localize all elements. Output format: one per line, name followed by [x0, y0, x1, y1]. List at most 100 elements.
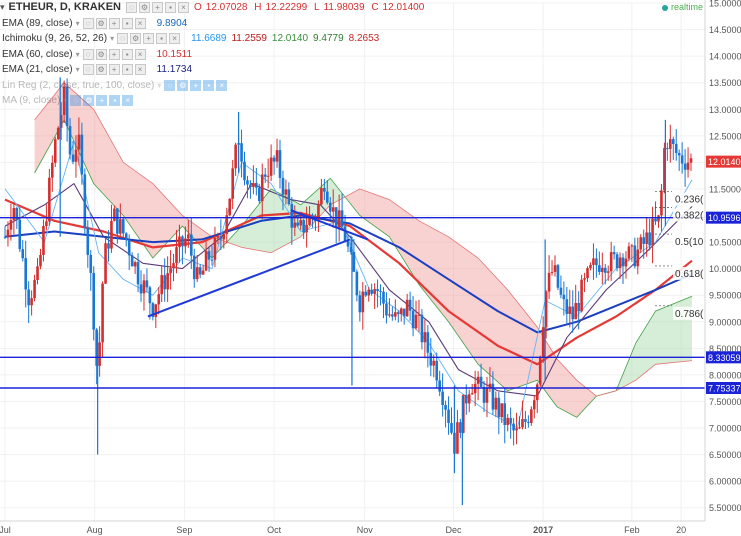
- indicator-row: EMA (21, close) ▾ ◌ ⚙ + ▪ × 11.1734: [0, 62, 560, 78]
- candle-body: [373, 289, 376, 294]
- candle-body: [172, 263, 175, 269]
- candle-body: [42, 225, 45, 255]
- hide-icon[interactable]: ◌: [82, 48, 94, 60]
- candle-body: [243, 161, 246, 181]
- candle-body: [559, 287, 563, 295]
- candle-body: [56, 127, 60, 140]
- candle-body: [148, 287, 152, 304]
- more-icon[interactable]: ▪: [121, 64, 133, 76]
- ichimoku-cloud: [226, 178, 346, 253]
- realtime-label: realtime: [671, 2, 704, 12]
- candle-body: [287, 189, 291, 205]
- fib-label: 0.786(: [675, 309, 704, 320]
- candle-body: [405, 299, 409, 317]
- candle-body: [565, 299, 569, 314]
- candle-body: [198, 267, 202, 275]
- settings-icon[interactable]: ⚙: [83, 95, 95, 107]
- indicator-name[interactable]: Lin Reg (2, close, true, 100, close): [2, 79, 155, 91]
- hide-icon[interactable]: ◌: [125, 2, 137, 14]
- settings-icon[interactable]: ⚙: [177, 79, 189, 91]
- settings-icon[interactable]: ⚙: [138, 2, 150, 14]
- indicator-caret-icon[interactable]: ▾: [63, 96, 68, 106]
- hide-icon[interactable]: ◌: [70, 95, 82, 107]
- indicator-name[interactable]: MA (9, close): [2, 95, 61, 107]
- indicator-name[interactable]: EMA (60, close): [2, 48, 73, 60]
- close-icon[interactable]: ×: [169, 33, 181, 45]
- x-tick-label: Feb: [624, 525, 640, 535]
- hide-icon[interactable]: ◌: [164, 79, 176, 91]
- more-icon[interactable]: ▪: [203, 79, 215, 91]
- symbol-label[interactable]: ETHEUR, D, KRAKEN: [8, 1, 121, 14]
- open-label: O: [193, 2, 202, 14]
- candle-body: [77, 134, 81, 150]
- candle-body: [74, 149, 78, 162]
- level-price-tag: 10.9596: [708, 213, 741, 223]
- hide-icon[interactable]: ◌: [117, 33, 129, 45]
- indicator-caret-icon[interactable]: ▾: [75, 49, 80, 59]
- candle-body: [432, 360, 436, 366]
- more-icon[interactable]: ▪: [121, 48, 133, 60]
- add-icon[interactable]: +: [190, 79, 202, 91]
- indicator-name[interactable]: EMA (89, close): [2, 17, 73, 29]
- hide-icon[interactable]: ◌: [82, 17, 94, 29]
- more-icon[interactable]: ▪: [156, 33, 168, 45]
- candle-body: [633, 245, 637, 267]
- candle-body: [323, 187, 326, 192]
- add-icon[interactable]: +: [143, 33, 155, 45]
- level-price-tag-bg: [706, 211, 741, 224]
- candle-body: [689, 158, 693, 163]
- candle-body: [355, 271, 359, 296]
- indicator-action-buttons: ◌ ⚙ + ▪ ×: [117, 33, 182, 45]
- settings-icon[interactable]: ⚙: [95, 17, 107, 29]
- close-icon[interactable]: ×: [177, 2, 189, 14]
- candle-body: [441, 391, 444, 406]
- indicator-name[interactable]: Ichimoku (9, 26, 52, 26): [2, 33, 108, 45]
- add-icon[interactable]: +: [108, 48, 120, 60]
- symbol-arrow-icon[interactable]: ▾: [0, 2, 5, 13]
- y-tick-label: 12.50000: [709, 131, 741, 141]
- settings-icon[interactable]: ⚙: [130, 33, 142, 45]
- candle-body: [133, 262, 137, 267]
- more-icon[interactable]: ▪: [109, 95, 121, 107]
- settings-icon[interactable]: ⚙: [95, 64, 107, 76]
- indicator-caret-icon[interactable]: ▾: [75, 18, 80, 28]
- indicator-legend: ▾ ETHEUR, D, KRAKEN ◌ ⚙ + ▪ × O 12.07028 H 12.…: [0, 0, 560, 109]
- candle-body: [107, 243, 110, 249]
- realtime-badge: realtime: [662, 2, 703, 12]
- close-icon[interactable]: ×: [134, 48, 146, 60]
- close-icon[interactable]: ×: [216, 79, 228, 91]
- indicator-name[interactable]: EMA (21, close): [2, 64, 73, 76]
- candle-body: [6, 229, 10, 238]
- candle-body: [456, 422, 459, 454]
- candle-body: [337, 210, 341, 228]
- candle-body: [583, 278, 586, 280]
- add-icon[interactable]: +: [108, 17, 120, 29]
- ichimoku-cloud: [346, 188, 596, 418]
- candle-body: [228, 198, 232, 216]
- close-icon[interactable]: ×: [134, 64, 146, 76]
- indicator-caret-icon[interactable]: ▾: [157, 80, 162, 90]
- x-tick-label: 20: [676, 525, 686, 535]
- candle-body: [571, 306, 575, 320]
- candle-body: [663, 148, 666, 191]
- candle-body: [683, 163, 687, 170]
- y-tick-label: 10.50000: [709, 238, 741, 248]
- more-icon[interactable]: ▪: [164, 2, 176, 14]
- candle-body: [654, 218, 657, 222]
- y-axis-bg: [705, 0, 741, 536]
- add-icon[interactable]: +: [108, 64, 120, 76]
- indicator-action-buttons: ◌ ⚙ + ▪ ×: [82, 17, 148, 29]
- settings-icon[interactable]: ⚙: [95, 48, 107, 60]
- close-icon[interactable]: ×: [122, 95, 134, 107]
- close-icon[interactable]: ×: [134, 17, 146, 29]
- add-icon[interactable]: +: [151, 2, 163, 14]
- indicator-caret-icon[interactable]: ▾: [110, 34, 115, 44]
- more-icon[interactable]: ▪: [121, 17, 133, 29]
- hide-icon[interactable]: ◌: [82, 64, 94, 76]
- candle-body: [48, 177, 51, 222]
- add-icon[interactable]: +: [96, 95, 108, 107]
- candle-body: [266, 175, 270, 177]
- indicator-caret-icon[interactable]: ▾: [75, 65, 80, 75]
